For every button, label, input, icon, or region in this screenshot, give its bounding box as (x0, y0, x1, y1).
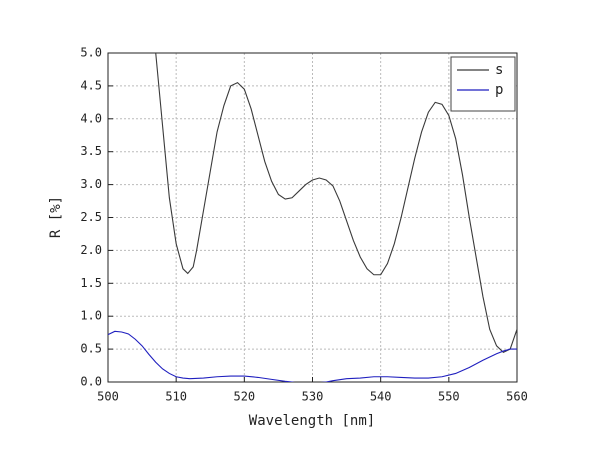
x-axis-label: Wavelength [nm] (249, 413, 375, 429)
x-tick-label: 550 (438, 390, 460, 404)
x-tick-label: 530 (302, 390, 324, 404)
y-axis-label: R [%] (48, 196, 64, 238)
plot-area (108, 53, 517, 382)
x-tick-label: 520 (233, 390, 255, 404)
x-tick-label: 510 (165, 390, 187, 404)
y-tick-label: 1.5 (80, 276, 102, 290)
y-tick-label: 4.5 (80, 78, 102, 92)
y-tick-label: 0.5 (80, 342, 102, 356)
series-line (108, 330, 517, 382)
y-tick-label: 1.0 (80, 309, 102, 323)
y-tick-label: 3.5 (80, 144, 102, 158)
legend-box (450, 56, 516, 112)
y-tick-label: 2.5 (80, 210, 102, 224)
y-tick-label: 3.0 (80, 177, 102, 191)
plot-frame (107, 52, 518, 383)
legend-label: p (495, 82, 503, 98)
y-tick-label: 5.0 (80, 46, 102, 60)
y-tick-label: 0.0 (80, 375, 102, 389)
legend-label: s (495, 62, 503, 78)
y-tick-label: 4.0 (80, 111, 102, 125)
x-tick-label: 540 (370, 390, 392, 404)
y-tick-label: 2.0 (80, 243, 102, 257)
x-tick-label: 500 (97, 390, 119, 404)
x-tick-label: 560 (506, 390, 528, 404)
series-line (155, 53, 517, 354)
